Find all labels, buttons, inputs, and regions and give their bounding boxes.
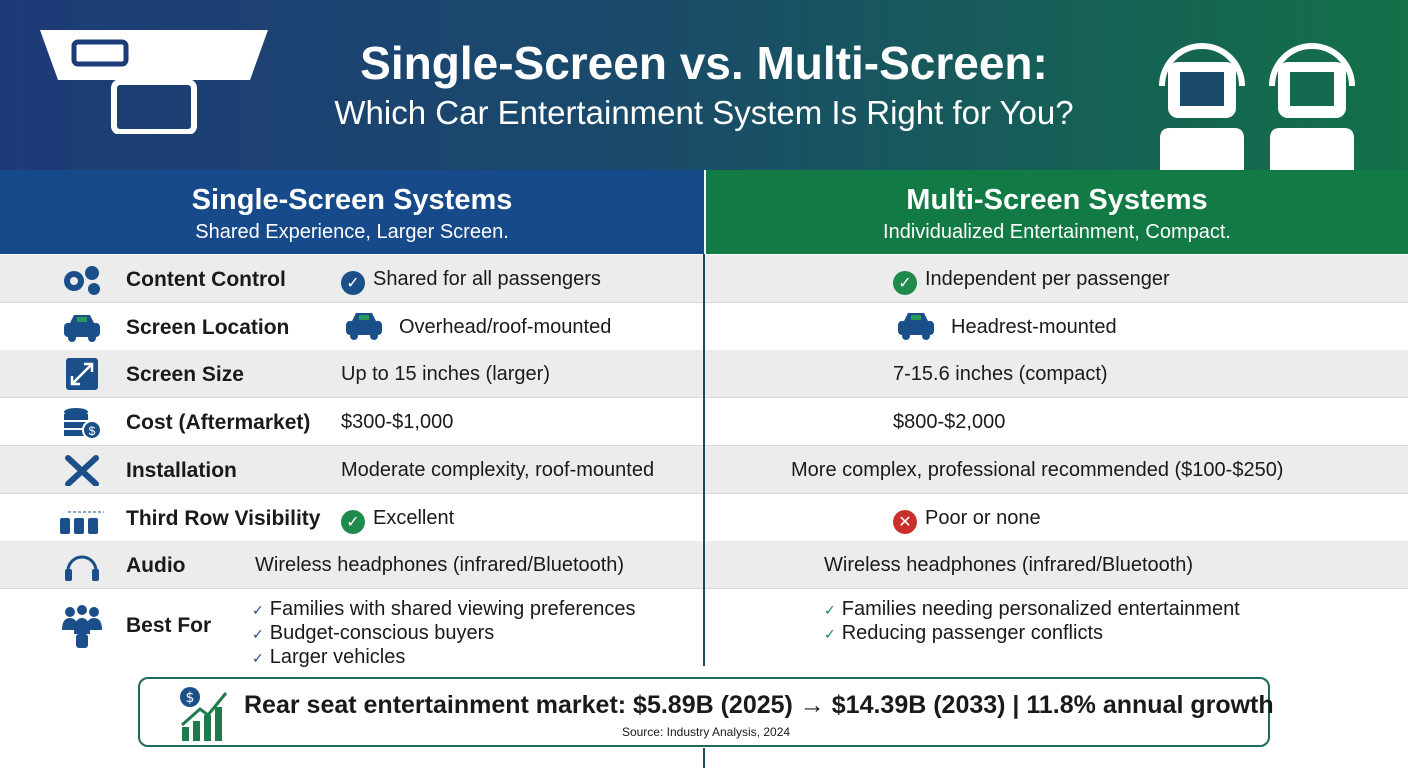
row-label: Screen Location [126, 315, 290, 339]
best-for-multi-item: ✓ Reducing passenger conflicts [824, 622, 1103, 644]
single-screen-value: Wireless headphones (infrared/Bluetooth) [255, 554, 625, 577]
coins-icon: $ [64, 408, 102, 439]
single-screen-value: Overhead/roof-mounted [341, 309, 611, 341]
single-screen-value: Up to 15 inches (larger) [341, 363, 550, 386]
tools-icon [65, 454, 99, 486]
market-stat-box: $ Rear seat entertainment market: $5.89B… [138, 677, 1274, 747]
check-icon: ✓ [341, 509, 365, 534]
best-for-single-item: ✓ Families with shared viewing preference… [252, 598, 636, 620]
overhead-screen-icon [40, 30, 268, 134]
multi-screen-value: Wireless headphones (infrared/Bluetooth) [824, 554, 1194, 577]
page-subtitle: Which Car Entertainment System Is Right … [334, 94, 1074, 131]
headphones-icon [65, 555, 99, 582]
gears-icon [64, 266, 100, 295]
svg-text:$: $ [186, 690, 195, 706]
car-icon [64, 314, 100, 342]
check-icon: ✓ [341, 271, 365, 295]
multi-screen-value: ✓ Independent per passenger [893, 268, 1170, 295]
row-label: Cost (Aftermarket) [126, 411, 311, 435]
best-for-single-item: ✓ Budget-conscious buyers [252, 622, 495, 644]
multi-screen-value: $800-$2,000 [893, 411, 1006, 434]
single-screen-value: $300-$1,000 [341, 411, 454, 434]
cross-icon: ✕ [893, 509, 917, 534]
row-label: Audio [126, 554, 186, 578]
multi-screen-header: Multi-Screen Systems Individualized Ente… [704, 170, 1408, 254]
column-divider [703, 254, 705, 666]
seats-icon [60, 511, 104, 534]
source-text: Source: Industry Analysis, 2024 [621, 725, 791, 739]
single-screen-value: ✓ Excellent [341, 507, 454, 534]
best-for-multi-item: ✓ Families needing personalized entertain… [824, 598, 1240, 620]
single-screen-value: ✓ Shared for all passengers [341, 268, 601, 295]
multi-screen-title: Multi-Screen Systems [906, 184, 1208, 216]
row-label: Third Row Visibility [126, 506, 321, 530]
resize-arrow-icon [66, 358, 98, 391]
multi-screen-value: Headrest-mounted [893, 309, 1117, 341]
single-screen-header: Single-Screen Systems Shared Experience,… [0, 170, 704, 254]
car-icon [898, 312, 934, 340]
row-label: Screen Size [126, 363, 244, 387]
svg-text:$: $ [89, 424, 96, 438]
multi-screen-value: ✕ Poor or none [893, 507, 1041, 534]
page-title: Single-Screen vs. Multi-Screen: [360, 37, 1048, 89]
market-stat-text: Rear seat entertainment market: $5.89B (… [244, 691, 1274, 719]
single-screen-title: Single-Screen Systems [191, 184, 513, 216]
headrest-screens-icon [1159, 43, 1355, 170]
multi-screen-value: 7-15.6 inches (compact) [893, 363, 1108, 386]
multi-screen-subtitle: Individualized Entertainment, Compact. [883, 221, 1231, 243]
people-icon [62, 605, 102, 648]
row-label: Installation [126, 458, 237, 482]
row-label: Content Control [126, 268, 286, 291]
multi-screen-value: More complex, professional recommended (… [791, 458, 1284, 481]
best-for-single-item: ✓ Larger vehicles [252, 646, 406, 668]
car-icon [346, 312, 382, 340]
best-for-row: Best For ✓ Families with shared viewing p… [0, 590, 1408, 668]
check-icon: ✓ [893, 271, 917, 295]
growth-chart-icon: $ [180, 687, 228, 741]
header-banner: Single-Screen vs. Multi-Screen: Which Ca… [0, 0, 1408, 170]
table-row: $ Cost (Aftermarket) $300-$1,000 $800-$2,00… [0, 398, 1408, 447]
best-for-label: Best For [126, 614, 212, 637]
column-divider [703, 748, 705, 768]
single-screen-subtitle: Shared Experience, Larger Screen. [195, 221, 509, 243]
single-screen-value: Moderate complexity, roof-mounted [341, 458, 655, 481]
